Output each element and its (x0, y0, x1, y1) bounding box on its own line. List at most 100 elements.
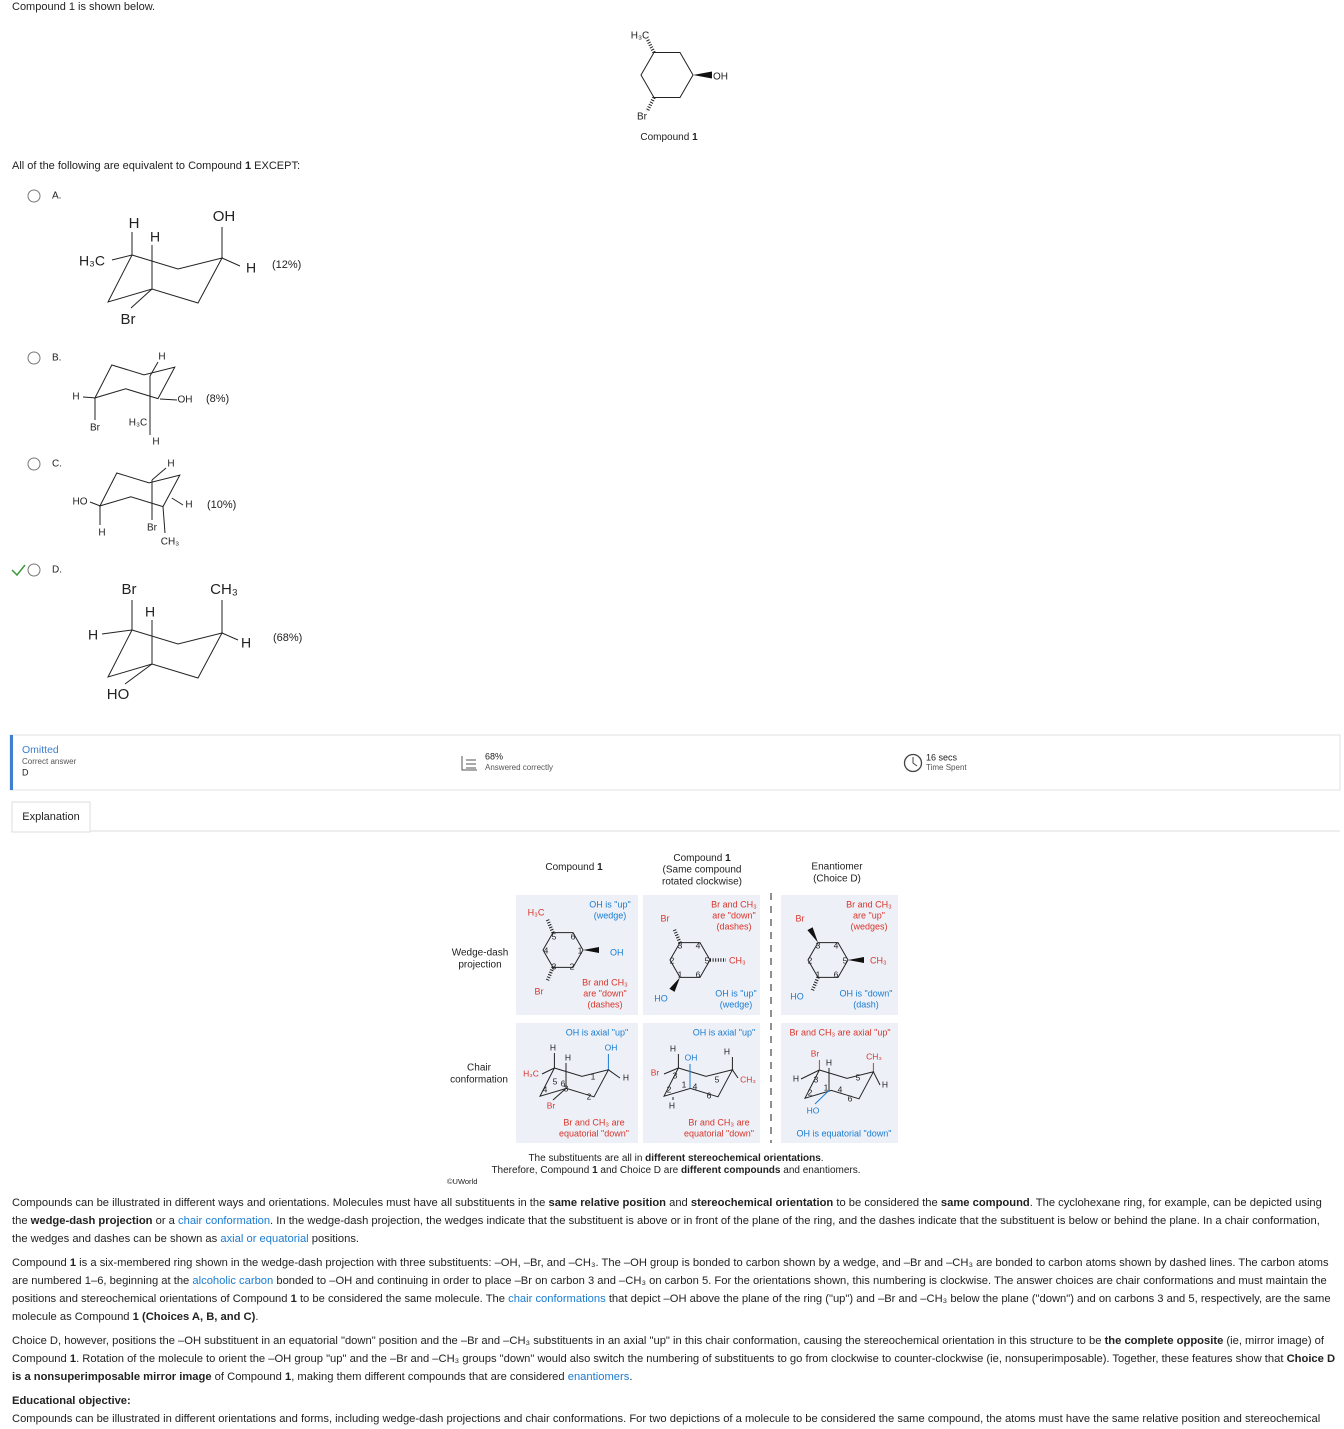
explanation-tab[interactable] (11, 801, 91, 833)
label: OH is "down" (840, 988, 893, 998)
text-run: Compound (12, 1257, 70, 1269)
label: 3 (678, 940, 683, 950)
label: OH (178, 395, 193, 406)
label: equatorial "down" (684, 1128, 754, 1138)
label: 6 (571, 931, 576, 941)
text-run: different stereochemical orientations (645, 1153, 821, 1164)
text-run: positions. (308, 1233, 360, 1245)
text-run: that depict –OH above the plane of the r… (12, 1293, 1331, 1323)
bond (82, 396, 96, 399)
label: (10%) (207, 499, 236, 511)
label: H (241, 635, 251, 651)
text-run: 1 (597, 862, 603, 873)
panel (643, 895, 760, 1015)
ring (94, 364, 176, 400)
text-run: same compound (940, 1197, 1030, 1209)
paragraph: Compound 1 is a six-membered ring shown … (12, 1254, 1338, 1326)
label: OH (685, 1052, 698, 1062)
label: CH₃ (210, 581, 238, 598)
label: Br (547, 1100, 556, 1110)
choice-letter: D. (52, 565, 62, 576)
label: (wedge) (720, 999, 753, 1009)
label: (dash) (853, 999, 879, 1009)
label: (8%) (206, 393, 229, 405)
label: H (152, 437, 159, 448)
bond (149, 361, 159, 377)
label: 4 (838, 1084, 843, 1094)
ring (542, 932, 584, 968)
choice-letter: A. (52, 191, 61, 202)
label: Correct answer (22, 757, 77, 766)
label: 5 (856, 1072, 861, 1082)
label: rotated clockwise) (662, 877, 742, 888)
text-run: 1 (69, 1257, 77, 1269)
text-run: . (629, 1371, 633, 1383)
radio-button[interactable] (27, 351, 41, 365)
label: 4 (834, 940, 839, 950)
label: OH (610, 947, 624, 957)
text-run: 1 (245, 160, 251, 172)
bond (731, 1069, 739, 1079)
link[interactable]: chair conformation (178, 1215, 271, 1227)
label: 1 (591, 1071, 596, 1081)
bond (663, 1067, 679, 1075)
text-run: bonded to –OH and continuing in order to… (12, 1275, 1327, 1305)
label: OH (213, 208, 236, 225)
choice-letter: C. (52, 459, 62, 470)
text-run: the complete opposite (1104, 1335, 1224, 1347)
label: CH₃ (729, 955, 746, 965)
label: OH is "up" (589, 899, 630, 909)
wedge-bond (583, 947, 599, 953)
label: 6 (696, 969, 701, 979)
label: Br (147, 523, 158, 534)
wedge-bond (693, 71, 712, 79)
objective-title: Educational objective: (12, 1395, 131, 1407)
label: H (882, 1079, 888, 1089)
text-run: 1 (Choices A, B, and C) (132, 1311, 256, 1323)
label: 6 (707, 1090, 712, 1100)
label: 5 (552, 931, 557, 941)
bond (111, 254, 133, 261)
label: CH₃ (161, 537, 180, 548)
label: H (623, 1072, 629, 1082)
text-run: . Rotation of the molecule to orient the… (76, 1353, 1287, 1365)
text-run: same relative position (548, 1197, 666, 1209)
explanation-text: Compounds can be illustrated in differen… (12, 1194, 1338, 1429)
label: Br and CH₃ are (688, 1117, 749, 1127)
text-run: Compounds can be illustrated in differen… (12, 1197, 549, 1209)
label: Br and CH₃ are (563, 1117, 624, 1127)
radio-button[interactable] (27, 457, 41, 471)
label: Wedge-dash (452, 948, 509, 959)
label: 68% (485, 751, 503, 761)
label: 16 secs (926, 752, 958, 762)
label: Time Spent (926, 763, 967, 772)
label: (Same compound (663, 865, 742, 876)
label: Omitted (22, 744, 59, 756)
link[interactable]: alcoholic carbon (192, 1275, 274, 1287)
text-run: 1 (290, 1293, 297, 1305)
panel (643, 1023, 760, 1143)
label: OH (605, 1042, 618, 1052)
ring (107, 629, 223, 679)
bond (552, 1088, 567, 1101)
label: HO (654, 993, 668, 1003)
label: H (129, 215, 140, 232)
text-run: Choice D, however, positions the –OH sub… (12, 1335, 1105, 1347)
label: H (98, 528, 105, 539)
label: Br (535, 986, 544, 996)
label: CH₃ (740, 1074, 756, 1084)
radio-button[interactable] (27, 189, 41, 203)
check-icon (11, 564, 26, 577)
dash-bond (645, 96, 656, 113)
clock-icon (903, 753, 923, 773)
radio-button[interactable] (27, 563, 41, 577)
label: projection (458, 960, 501, 971)
link[interactable]: enantiomers (567, 1371, 630, 1383)
label: HO (107, 686, 130, 703)
text-run: All of the following are equivalent to C… (12, 160, 245, 172)
label: 2 (667, 1084, 672, 1094)
link[interactable]: axial or equatorial (220, 1233, 309, 1245)
label: 5 (843, 955, 848, 965)
label: 6 (834, 969, 839, 979)
link[interactable]: chair conformations (508, 1293, 606, 1305)
